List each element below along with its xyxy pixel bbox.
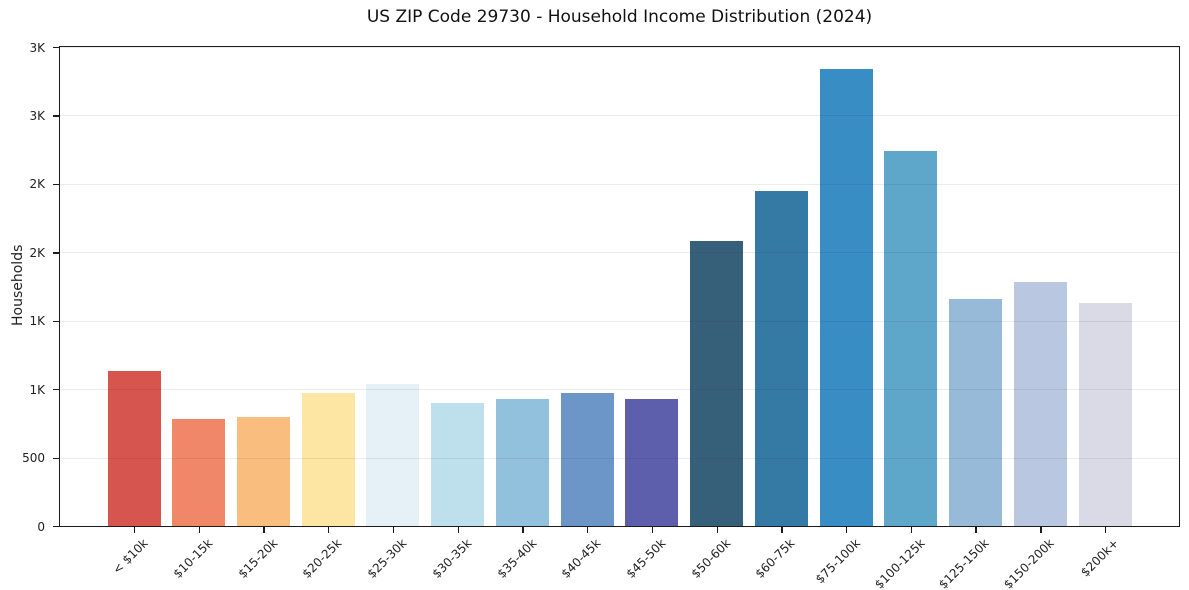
bar <box>690 240 744 526</box>
x-tick-label: $20-25k <box>299 536 345 581</box>
y-tick-mark <box>53 46 59 49</box>
x-tick-label: $15-20k <box>235 536 280 581</box>
bar <box>819 68 873 526</box>
x-tick-mark <box>587 527 589 533</box>
bar <box>884 151 938 526</box>
gridline <box>60 183 1179 185</box>
gridline <box>60 457 1179 459</box>
x-tick-mark <box>651 527 654 533</box>
y-tick-mark <box>53 252 59 254</box>
x-tick-label: $25-30k <box>364 536 410 581</box>
gridline <box>60 115 1179 117</box>
x-tick-mark <box>1040 527 1042 533</box>
y-tick-mark <box>53 183 59 186</box>
gridline <box>60 47 1179 48</box>
x-tick-mark <box>263 527 265 533</box>
y-tick-label: 2K <box>29 245 45 260</box>
x-tick-label: $50-60k <box>688 536 734 581</box>
x-tick-mark <box>716 527 718 533</box>
y-tick-mark <box>53 525 59 528</box>
x-tick-label: $100-125k <box>871 536 928 590</box>
y-tick-label: 1K <box>29 314 45 329</box>
x-tick-label: $125-150k <box>936 536 993 590</box>
bar <box>366 383 420 526</box>
bar <box>107 371 161 526</box>
gridline <box>60 320 1179 322</box>
bar <box>754 191 808 526</box>
x-tick-label: $30-35k <box>429 536 475 581</box>
bar <box>625 399 679 526</box>
x-tick-label: $40-45k <box>558 536 604 581</box>
x-tick-mark <box>392 527 395 533</box>
y-tick-mark <box>53 115 59 117</box>
y-tick-mark <box>53 320 59 322</box>
bar <box>1013 282 1067 526</box>
x-tick-label: $10-15k <box>170 536 216 581</box>
x-tick-mark <box>910 527 913 533</box>
x-tick-mark <box>781 527 783 533</box>
gridline <box>60 389 1179 391</box>
bar <box>1078 302 1132 526</box>
chart-title: US ZIP Code 29730 - Household Income Dis… <box>366 7 873 27</box>
y-tick-label: 500 <box>22 451 45 466</box>
bar <box>431 402 485 526</box>
x-tick-label: $60-75k <box>752 536 798 581</box>
x-tick-mark <box>133 527 136 533</box>
x-tick-mark <box>457 527 459 533</box>
x-tick-mark <box>975 527 977 533</box>
y-tick-mark <box>53 457 59 459</box>
bar <box>949 298 1003 526</box>
bar <box>495 399 549 526</box>
y-tick-label: 3K <box>29 40 45 55</box>
y-tick-label: 0 <box>37 519 45 534</box>
bar <box>560 392 614 526</box>
y-tick-label: 2K <box>29 177 45 192</box>
bar <box>236 416 290 526</box>
bar <box>301 393 355 526</box>
x-tick-label: $200k+ <box>1077 536 1122 580</box>
x-tick-label: $75-100k <box>812 536 863 587</box>
y-tick-mark <box>53 389 59 391</box>
bar <box>172 418 226 526</box>
plot-area <box>59 46 1180 527</box>
x-tick-mark <box>328 527 330 533</box>
x-tick-label: < $10k <box>109 536 151 577</box>
x-tick-label: $150-200k <box>1001 536 1057 590</box>
y-tick-label: 3K <box>29 109 45 124</box>
y-tick-label: 1K <box>29 382 45 397</box>
x-tick-mark <box>1104 527 1107 533</box>
x-tick-mark <box>846 527 848 533</box>
x-tick-label: $35-40k <box>494 536 539 581</box>
x-tick-mark <box>522 527 524 533</box>
gridline <box>60 252 1179 254</box>
x-tick-mark <box>198 527 200 533</box>
x-tick-label: $45-50k <box>623 536 669 581</box>
